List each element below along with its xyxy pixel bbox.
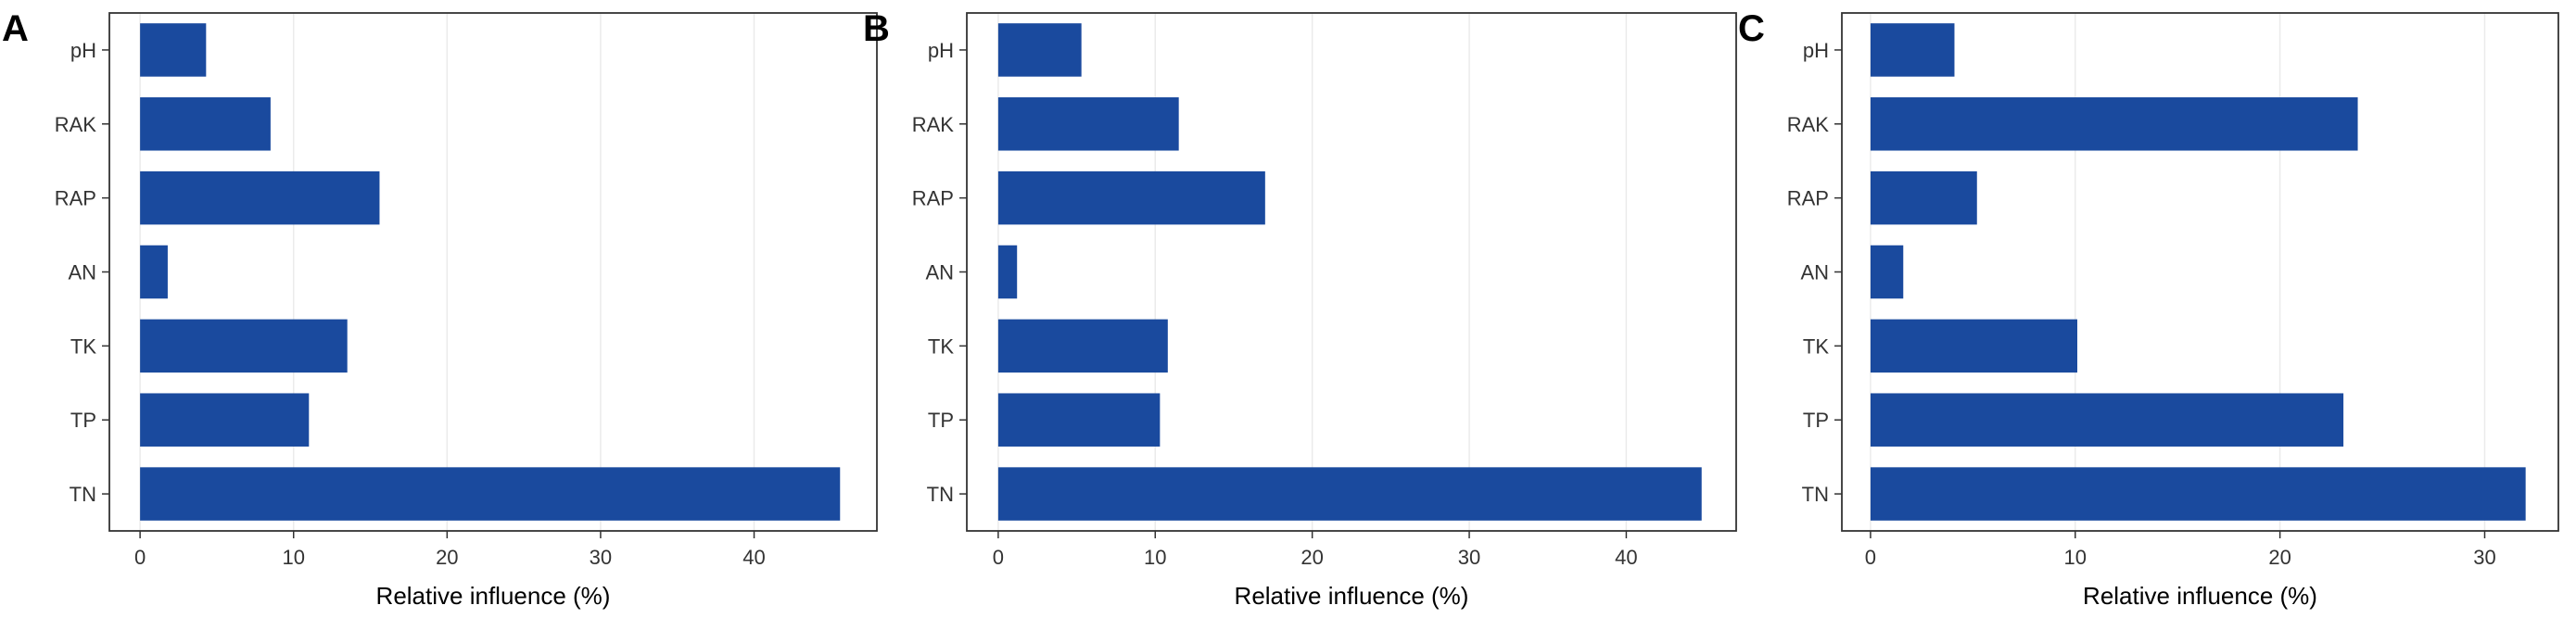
y-tick-label: TP <box>928 409 954 432</box>
bar-an <box>140 245 168 299</box>
x-tick-label: 30 <box>2473 546 2495 569</box>
x-axis-title: Relative influence (%) <box>1235 582 1469 610</box>
y-tick-label: RAK <box>1787 113 1830 136</box>
x-tick-label: 20 <box>436 546 458 569</box>
x-tick-label: 0 <box>134 546 146 569</box>
bar-ph <box>997 23 1082 77</box>
panel-b: B pH RAK RAP AN TK TP TN 0 10 20 30 40 Relative inf… <box>863 8 1737 610</box>
y-tick-label: RAP <box>912 187 954 210</box>
x-tick-label: 0 <box>993 546 1004 569</box>
plot-area: pH RAK RAP AN TK TP TN 0 10 20 30 40 <box>55 12 878 569</box>
panel-a: A pH RAK RAP AN TK TP TN 0 10 20 30 40 Relative inf… <box>2 8 878 610</box>
bar-rak <box>997 97 1179 151</box>
y-tick-label: AN <box>1800 261 1829 284</box>
x-axis-title: Relative influence (%) <box>376 582 611 610</box>
bar-an <box>1870 245 1904 299</box>
x-axis-title: Relative influence (%) <box>2083 582 2317 610</box>
bar-rap <box>1870 170 1977 225</box>
y-tick-label: TN <box>1802 483 1829 506</box>
y-tick-label: pH <box>70 39 96 62</box>
bar-tn <box>140 467 841 521</box>
y-tick-label: TK <box>1803 334 1829 358</box>
x-tick-label: 30 <box>1458 546 1480 569</box>
y-tick-label: TN <box>927 483 954 506</box>
x-tick-label: 40 <box>1615 546 1637 569</box>
bar-rak <box>140 97 271 151</box>
bar-ph <box>140 23 207 77</box>
plot-area: pH RAK RAP AN TK TP TN 0 10 20 30 <box>1787 12 2559 569</box>
y-tick-label: TK <box>928 334 954 358</box>
bar-tk <box>1870 319 2077 373</box>
panel-letter: C <box>1738 8 1765 49</box>
bar-ph <box>1870 23 1955 77</box>
x-tick-label: 0 <box>1865 546 1876 569</box>
panel-letter: B <box>863 8 890 49</box>
y-tick-label: RAK <box>912 113 955 136</box>
bar-tk <box>997 319 1168 373</box>
y-tick-label: pH <box>928 39 954 62</box>
panel-c: C pH RAK RAP AN TK TP TN 0 10 20 30 Relative influ… <box>1738 8 2559 610</box>
x-tick-label: 30 <box>590 546 612 569</box>
y-tick-label: TK <box>70 334 96 358</box>
y-tick-label: AN <box>925 261 954 284</box>
panel-letter: A <box>2 8 29 49</box>
bar-tp <box>1870 393 2344 447</box>
bar-rap <box>997 170 1265 225</box>
y-tick-label: TP <box>70 409 96 432</box>
y-tick-label: TN <box>70 483 96 506</box>
bar-an <box>997 245 1018 299</box>
bar-tk <box>140 319 348 373</box>
x-tick-label: 20 <box>1301 546 1323 569</box>
y-tick-label: pH <box>1803 39 1829 62</box>
plot-frame <box>966 12 1737 532</box>
plot-frame <box>1841 12 2559 532</box>
x-tick-label: 10 <box>2064 546 2087 569</box>
bar-tp <box>997 393 1161 447</box>
y-tick-label: TP <box>1803 409 1829 432</box>
bar-tp <box>140 393 310 447</box>
bar-rak <box>1870 97 2358 151</box>
y-tick-label: RAK <box>55 113 97 136</box>
x-tick-label: 10 <box>282 546 304 569</box>
bar-rap <box>140 170 380 225</box>
plot-frame <box>108 12 878 532</box>
plot-area: pH RAK RAP AN TK TP TN 0 10 20 30 40 <box>912 12 1737 569</box>
x-tick-label: 10 <box>1144 546 1166 569</box>
x-tick-label: 40 <box>742 546 765 569</box>
y-tick-label: RAP <box>1787 187 1829 210</box>
bar-tn <box>1870 467 2526 521</box>
bar-tn <box>997 467 1702 521</box>
x-tick-label: 20 <box>2268 546 2290 569</box>
y-tick-label: RAP <box>55 187 96 210</box>
y-tick-label: AN <box>68 261 96 284</box>
